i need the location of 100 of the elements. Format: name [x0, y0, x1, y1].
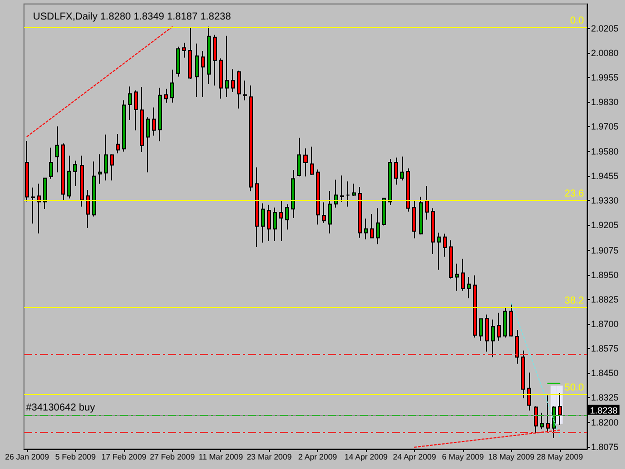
candlestick — [443, 233, 447, 258]
candlestick — [80, 155, 84, 208]
candlestick — [104, 134, 108, 181]
annotation: 0.0 — [570, 15, 584, 26]
y-tick-label: 1.9075 — [591, 245, 619, 256]
candlestick — [473, 274, 477, 338]
candlestick — [158, 87, 162, 142]
candlestick — [49, 147, 53, 180]
candlestick — [346, 180, 350, 208]
candlestick — [503, 308, 507, 338]
candlestick — [328, 190, 332, 234]
ref-line-label: 1.8238 — [590, 405, 618, 416]
candlestick — [297, 137, 301, 177]
candlestick — [400, 156, 404, 181]
candlestick — [455, 263, 459, 292]
candlestick — [485, 314, 489, 352]
candlestick — [201, 50, 205, 98]
candlestick — [225, 35, 229, 98]
candlestick — [110, 154, 114, 181]
candlestick — [479, 318, 483, 342]
candlestick — [134, 90, 138, 131]
x-tick-label: 14 Apr 2009 — [344, 452, 388, 462]
y-tick-label: 1.9580 — [591, 146, 619, 156]
candlestick — [255, 166, 259, 248]
candlestick — [334, 179, 338, 208]
candlestick — [237, 70, 241, 109]
annotation: 50.0 — [564, 382, 584, 394]
candlestick — [461, 258, 465, 292]
text: USDLFX,Daily 1.8280 1.8349 1.8187 1.8238 — [33, 12, 232, 22]
y-tick-label: 1.9205 — [591, 220, 619, 230]
candlestick — [176, 46, 180, 78]
candlestick — [431, 208, 435, 254]
candlestick — [92, 161, 96, 217]
x-tick-label: 23 Mar 2009 — [246, 452, 292, 462]
candlestick — [140, 86, 144, 152]
candlestick — [195, 43, 199, 98]
candlestick — [467, 276, 471, 299]
candlestick — [164, 88, 168, 104]
candlestick — [406, 168, 410, 212]
x-tick-label: 27 Feb 2009 — [150, 452, 196, 462]
candlestick — [509, 302, 513, 337]
y-tick-label: 1.8075 — [591, 442, 619, 452]
y-tick-label: 1.9330 — [591, 195, 619, 206]
candlestick — [303, 148, 308, 177]
x-tick-label: 18 May 2009 — [488, 452, 535, 462]
candlestick — [152, 106, 156, 136]
candlestick — [86, 190, 90, 228]
y-tick-label: 1.9955 — [591, 72, 619, 83]
y-tick-label: 1.8950 — [591, 270, 619, 280]
candlestick — [364, 218, 368, 240]
y-tick-label: 2.0205 — [591, 24, 619, 34]
candlestick — [43, 177, 47, 210]
candlestick — [285, 204, 289, 230]
candlestick — [521, 350, 525, 399]
x-tick-label: 24 Apr 2009 — [392, 452, 437, 462]
candlestick — [310, 146, 314, 176]
candlestick — [219, 58, 223, 100]
x-tick-label: 28 May 2009 — [536, 452, 584, 462]
candlestick — [188, 28, 192, 80]
annotation: 38.2 — [564, 296, 584, 307]
y-tick-label: 1.8700 — [591, 319, 619, 330]
candlestick — [213, 34, 217, 86]
y-tick-label: 1.8450 — [591, 368, 619, 378]
x-tick-label: 2 Apr 2009 — [298, 452, 338, 462]
x-tick-label: 5 Feb 2009 — [55, 452, 96, 462]
candlestick — [128, 86, 132, 120]
x-tick-label: 11 Mar 2009 — [198, 452, 244, 462]
candlestick — [437, 232, 441, 270]
candlestick — [394, 157, 398, 186]
candlestick — [352, 183, 356, 196]
candlestick — [31, 187, 35, 224]
candlestick — [358, 186, 362, 238]
y-tick-label: 1.9455 — [591, 170, 619, 181]
x-tick-label: 17 Feb 2009 — [101, 452, 147, 462]
candlestick — [98, 154, 102, 184]
y-tick-label: 1.9830 — [591, 97, 619, 108]
candlestick — [249, 85, 253, 192]
candlestick — [540, 412, 544, 430]
candlestick — [25, 140, 29, 202]
candlestick — [322, 202, 326, 224]
candlestick — [273, 207, 277, 242]
candlestick — [55, 126, 59, 173]
candlestick — [243, 80, 247, 101]
candlestick — [449, 240, 453, 280]
candlestick — [67, 155, 71, 199]
candlestick — [527, 372, 531, 412]
y-tick-label: 2.0080 — [591, 48, 619, 58]
candlestick — [170, 69, 174, 104]
candlestick — [340, 174, 344, 202]
x-tick-label: 26 Jan 2009 — [5, 452, 50, 462]
candlestick — [412, 199, 416, 239]
candlestick — [388, 158, 392, 206]
candlestick — [122, 100, 126, 152]
candlestick — [497, 312, 501, 342]
candlestick — [279, 200, 283, 242]
candlestick — [382, 197, 386, 226]
candlestick — [207, 26, 211, 84]
annotation: 23.6 — [564, 188, 584, 200]
candlestick — [37, 183, 41, 234]
candlestick — [182, 42, 186, 58]
